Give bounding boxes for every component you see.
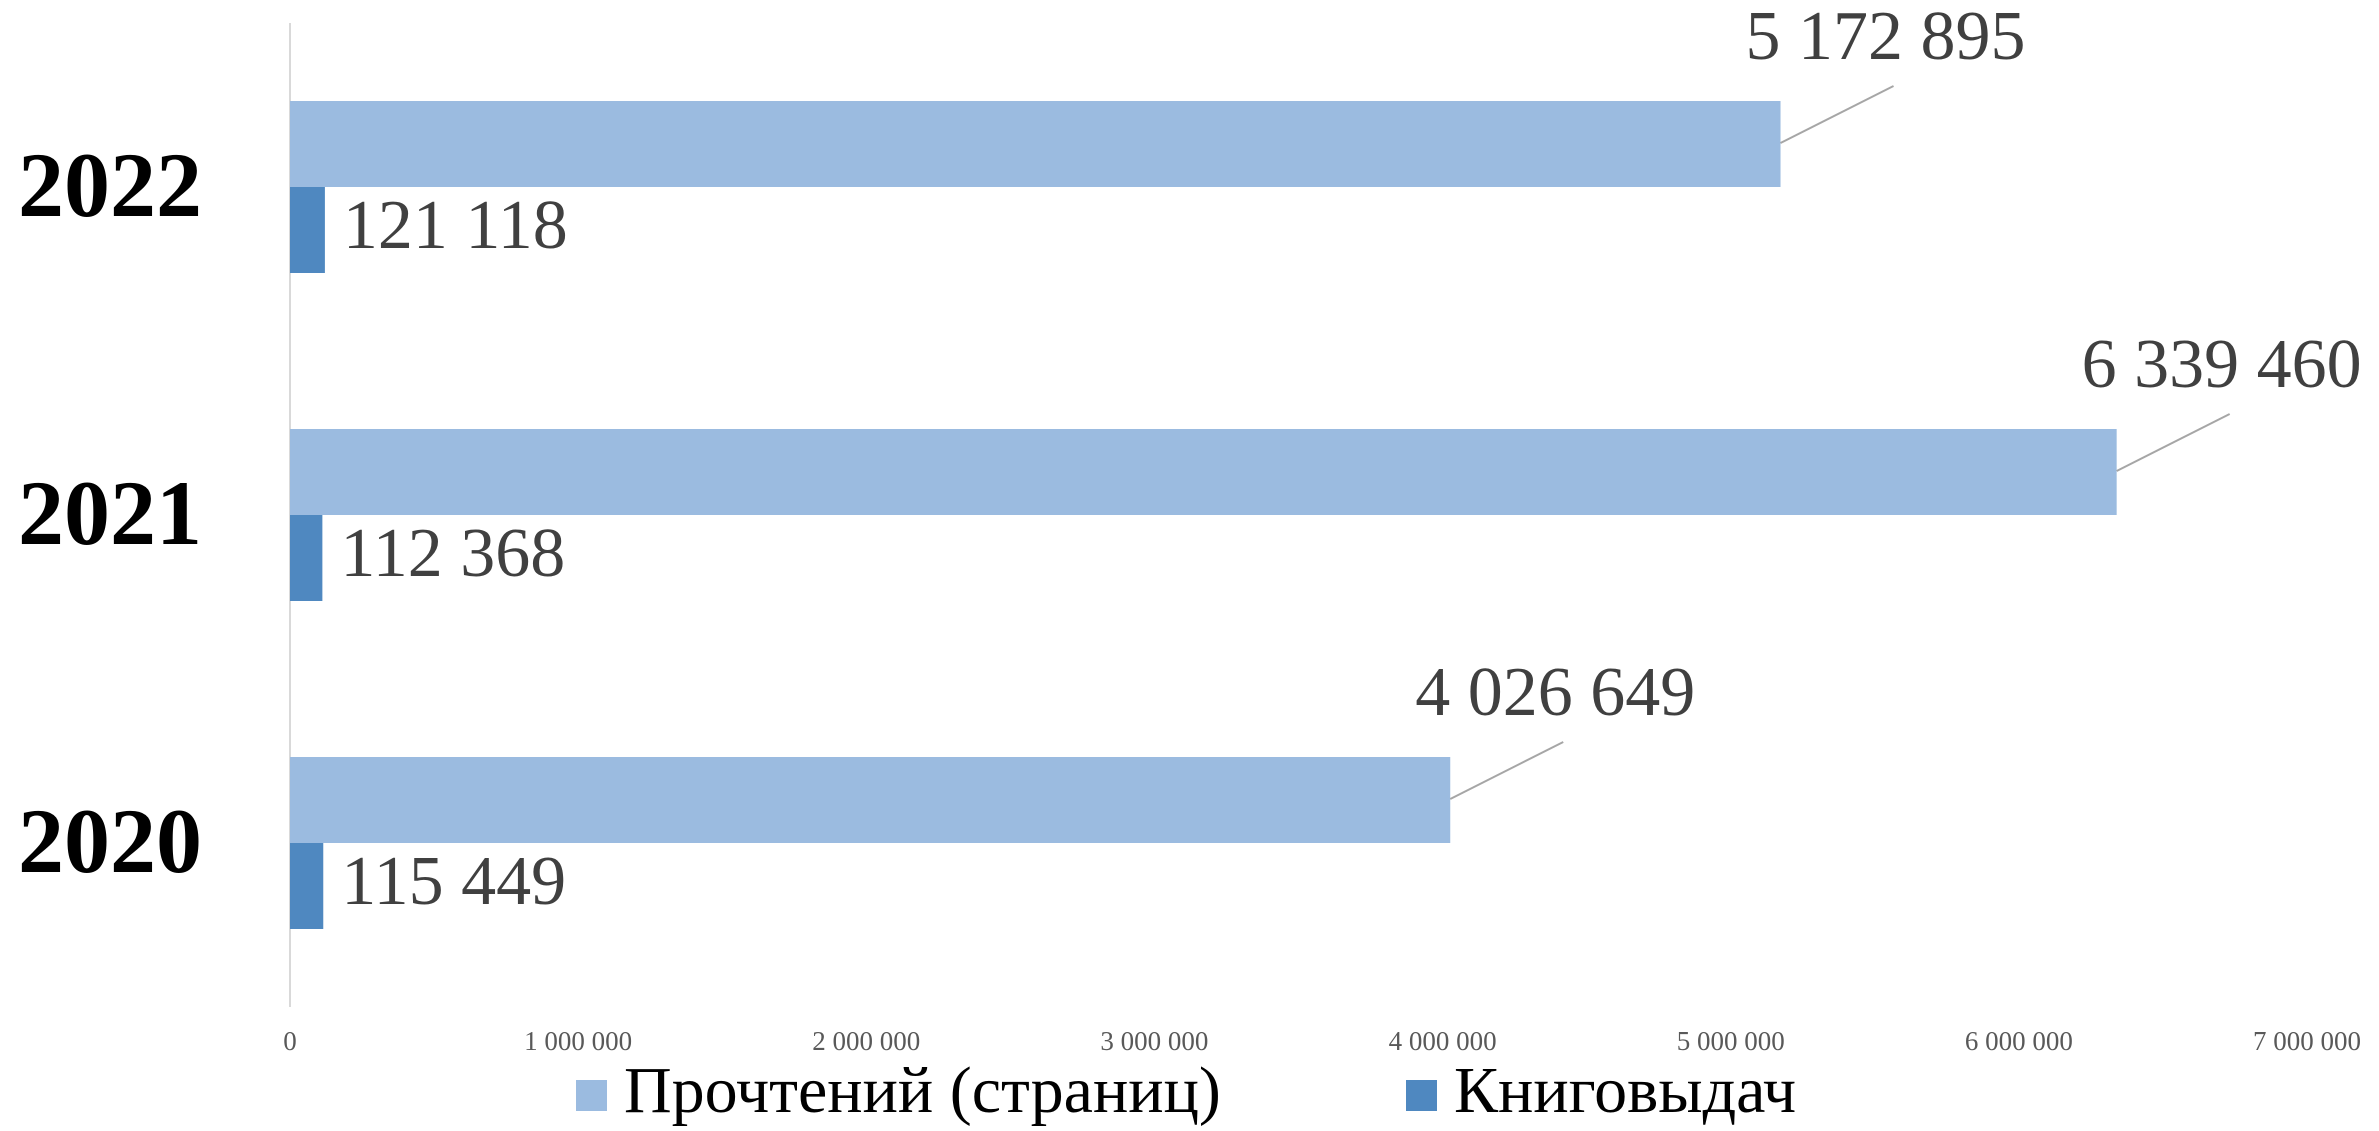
x-tick-label: 6 000 000 [1965, 1026, 2073, 1056]
bar [290, 187, 325, 273]
y-tick-label: 2022 [18, 134, 202, 236]
x-tick-label: 5 000 000 [1677, 1026, 1785, 1056]
legend-label: Книговыдач [1454, 1054, 1796, 1127]
data-label: 5 172 895 [1746, 0, 2026, 75]
data-label: 121 118 [343, 187, 568, 264]
bar [290, 101, 1781, 187]
leader-line [1449, 741, 1564, 800]
bar [290, 843, 324, 929]
x-tick-label: 3 000 000 [1100, 1026, 1208, 1056]
bar [290, 757, 1451, 843]
legend-swatch [1406, 1080, 1437, 1111]
x-tick-label: 7 000 000 [2253, 1026, 2361, 1056]
bar [290, 429, 2117, 515]
data-label: 6 339 460 [2082, 326, 2362, 403]
bar [290, 515, 323, 601]
legend-swatch [576, 1080, 607, 1111]
data-label: 4 026 649 [1415, 654, 1695, 731]
data-label: 112 368 [340, 515, 565, 592]
y-tick-label: 2020 [18, 790, 202, 892]
legend-label: Прочтений (страниц) [624, 1054, 1221, 1127]
leader-line [2116, 413, 2231, 472]
x-tick-label: 1 000 000 [524, 1026, 632, 1056]
data-label: 115 449 [341, 843, 566, 920]
x-tick-label: 0 [283, 1026, 297, 1056]
leader-line [1780, 85, 1894, 144]
x-tick-label: 4 000 000 [1389, 1026, 1497, 1056]
y-tick-label: 2021 [18, 462, 202, 564]
x-tick-label: 2 000 000 [812, 1026, 920, 1056]
